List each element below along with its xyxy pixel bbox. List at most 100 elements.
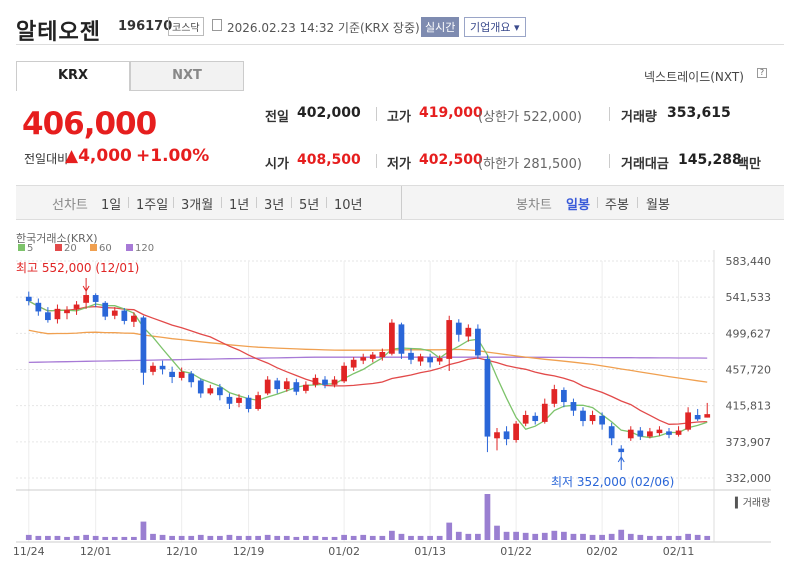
volume-bar	[408, 535, 414, 540]
candle-body	[627, 429, 634, 439]
min-arrow-head	[617, 456, 625, 463]
amount-unit: 백만	[737, 157, 761, 172]
candle-body	[417, 356, 424, 362]
volume-bar	[303, 535, 309, 540]
amount-label: 거래대금	[621, 157, 669, 172]
candle-body	[102, 302, 109, 317]
period-1d[interactable]: 1일	[101, 198, 122, 213]
high-label: 고가	[387, 110, 411, 125]
volume-bar	[685, 533, 691, 540]
candle-body	[398, 324, 405, 354]
candle-body	[217, 387, 223, 396]
open-label: 시가	[265, 157, 289, 172]
x-tick-label: 01/13	[414, 545, 446, 558]
toolbar-sep	[221, 197, 222, 208]
chart-toolbar	[16, 185, 784, 220]
period-5y[interactable]: 5년	[299, 198, 320, 213]
candle-body	[570, 402, 577, 411]
volume-bar	[455, 531, 462, 540]
volume-bar	[102, 536, 109, 540]
candle-body	[694, 414, 701, 420]
volume-legend: ▍거래량	[734, 496, 770, 509]
help-icon[interactable]: ?	[757, 68, 767, 78]
candle-body	[608, 426, 615, 439]
x-tick-label: 12/01	[80, 545, 112, 558]
candle-body	[436, 358, 443, 362]
candle-body	[408, 352, 414, 360]
candle-weekly[interactable]: 주봉	[605, 198, 629, 213]
low-value: 402,500	[419, 152, 483, 168]
candle-body	[561, 389, 567, 403]
y-tick-label: 583,440	[726, 255, 772, 268]
candle-body	[274, 380, 281, 390]
volume-bar	[312, 535, 319, 540]
volume-bar	[675, 535, 682, 540]
candle-body	[197, 380, 204, 394]
y-tick-label: 415,813	[726, 400, 772, 413]
candle-body	[455, 322, 462, 335]
volume-bar	[522, 532, 529, 540]
candle-body	[92, 295, 99, 302]
price-change: ▲4,000	[65, 146, 132, 166]
x-tick-label: 01/02	[328, 545, 360, 558]
candle-body	[465, 327, 472, 337]
candle-body	[341, 365, 347, 382]
x-tick-label: 12/19	[233, 545, 265, 558]
candle-body	[207, 388, 214, 394]
volume-bar	[599, 534, 605, 540]
tab-nxt[interactable]: NXT	[130, 61, 244, 91]
volume-bar	[513, 531, 519, 540]
candle-body	[532, 415, 539, 422]
y-tick-label: 373,907	[726, 436, 772, 449]
candle-body	[111, 310, 118, 316]
volume-bar	[360, 534, 367, 540]
candle-body	[25, 296, 32, 302]
volume-bar	[618, 529, 625, 540]
volume-bar	[551, 530, 558, 540]
candle-monthly[interactable]: 월봉	[646, 198, 670, 213]
volume-bar	[389, 530, 395, 540]
candle-body	[484, 358, 491, 437]
candle-body	[140, 317, 147, 373]
quote-datetime: 2026.02.23 14:32 기준(KRX 장중)	[227, 21, 420, 35]
period-1w[interactable]: 1주일	[136, 198, 169, 213]
candle-daily[interactable]: 일봉	[566, 198, 590, 213]
company-overview-dropdown[interactable]: 기업개요 ▾	[464, 17, 526, 37]
candle-body	[226, 396, 233, 404]
volume-bar	[494, 525, 500, 540]
header-divider	[16, 44, 784, 45]
toolbar-sep	[173, 197, 174, 208]
prev-close-label: 전일	[265, 110, 289, 125]
market-badge: 코스닥	[168, 17, 204, 36]
toolbar-sep	[597, 197, 598, 208]
nxt-link[interactable]: 넥스트레이드(NXT)	[644, 70, 744, 84]
volume-bar	[140, 521, 147, 540]
tab-krx[interactable]: KRX	[16, 61, 130, 91]
volume-bar	[92, 535, 99, 540]
x-tick-label: 02/11	[663, 545, 695, 558]
period-1y[interactable]: 1년	[229, 198, 250, 213]
period-3y[interactable]: 3년	[264, 198, 285, 213]
volume-bar	[293, 536, 300, 540]
volume-value: 353,615	[667, 105, 731, 121]
volume-bar	[178, 535, 185, 540]
stat-divider	[376, 154, 377, 168]
volume-bar	[484, 494, 491, 540]
volume-bar	[236, 535, 242, 540]
volume-bar	[111, 536, 118, 540]
candle-body	[656, 429, 663, 434]
candle-body	[513, 423, 519, 441]
volume-bar	[207, 535, 214, 540]
period-3m[interactable]: 3개월	[181, 198, 214, 213]
volume-bar	[131, 536, 137, 540]
candle-body	[245, 397, 252, 409]
legend-ma120: 120	[126, 243, 154, 254]
amount-value: 145,288	[678, 152, 742, 168]
candle-body	[503, 431, 510, 440]
stock-name: 알테오젠	[16, 20, 101, 45]
period-10y[interactable]: 10년	[334, 198, 363, 213]
candle-body	[522, 414, 529, 424]
realtime-button[interactable]: 실시간	[421, 17, 460, 37]
volume-bar	[647, 535, 653, 540]
candle-body	[389, 322, 395, 354]
